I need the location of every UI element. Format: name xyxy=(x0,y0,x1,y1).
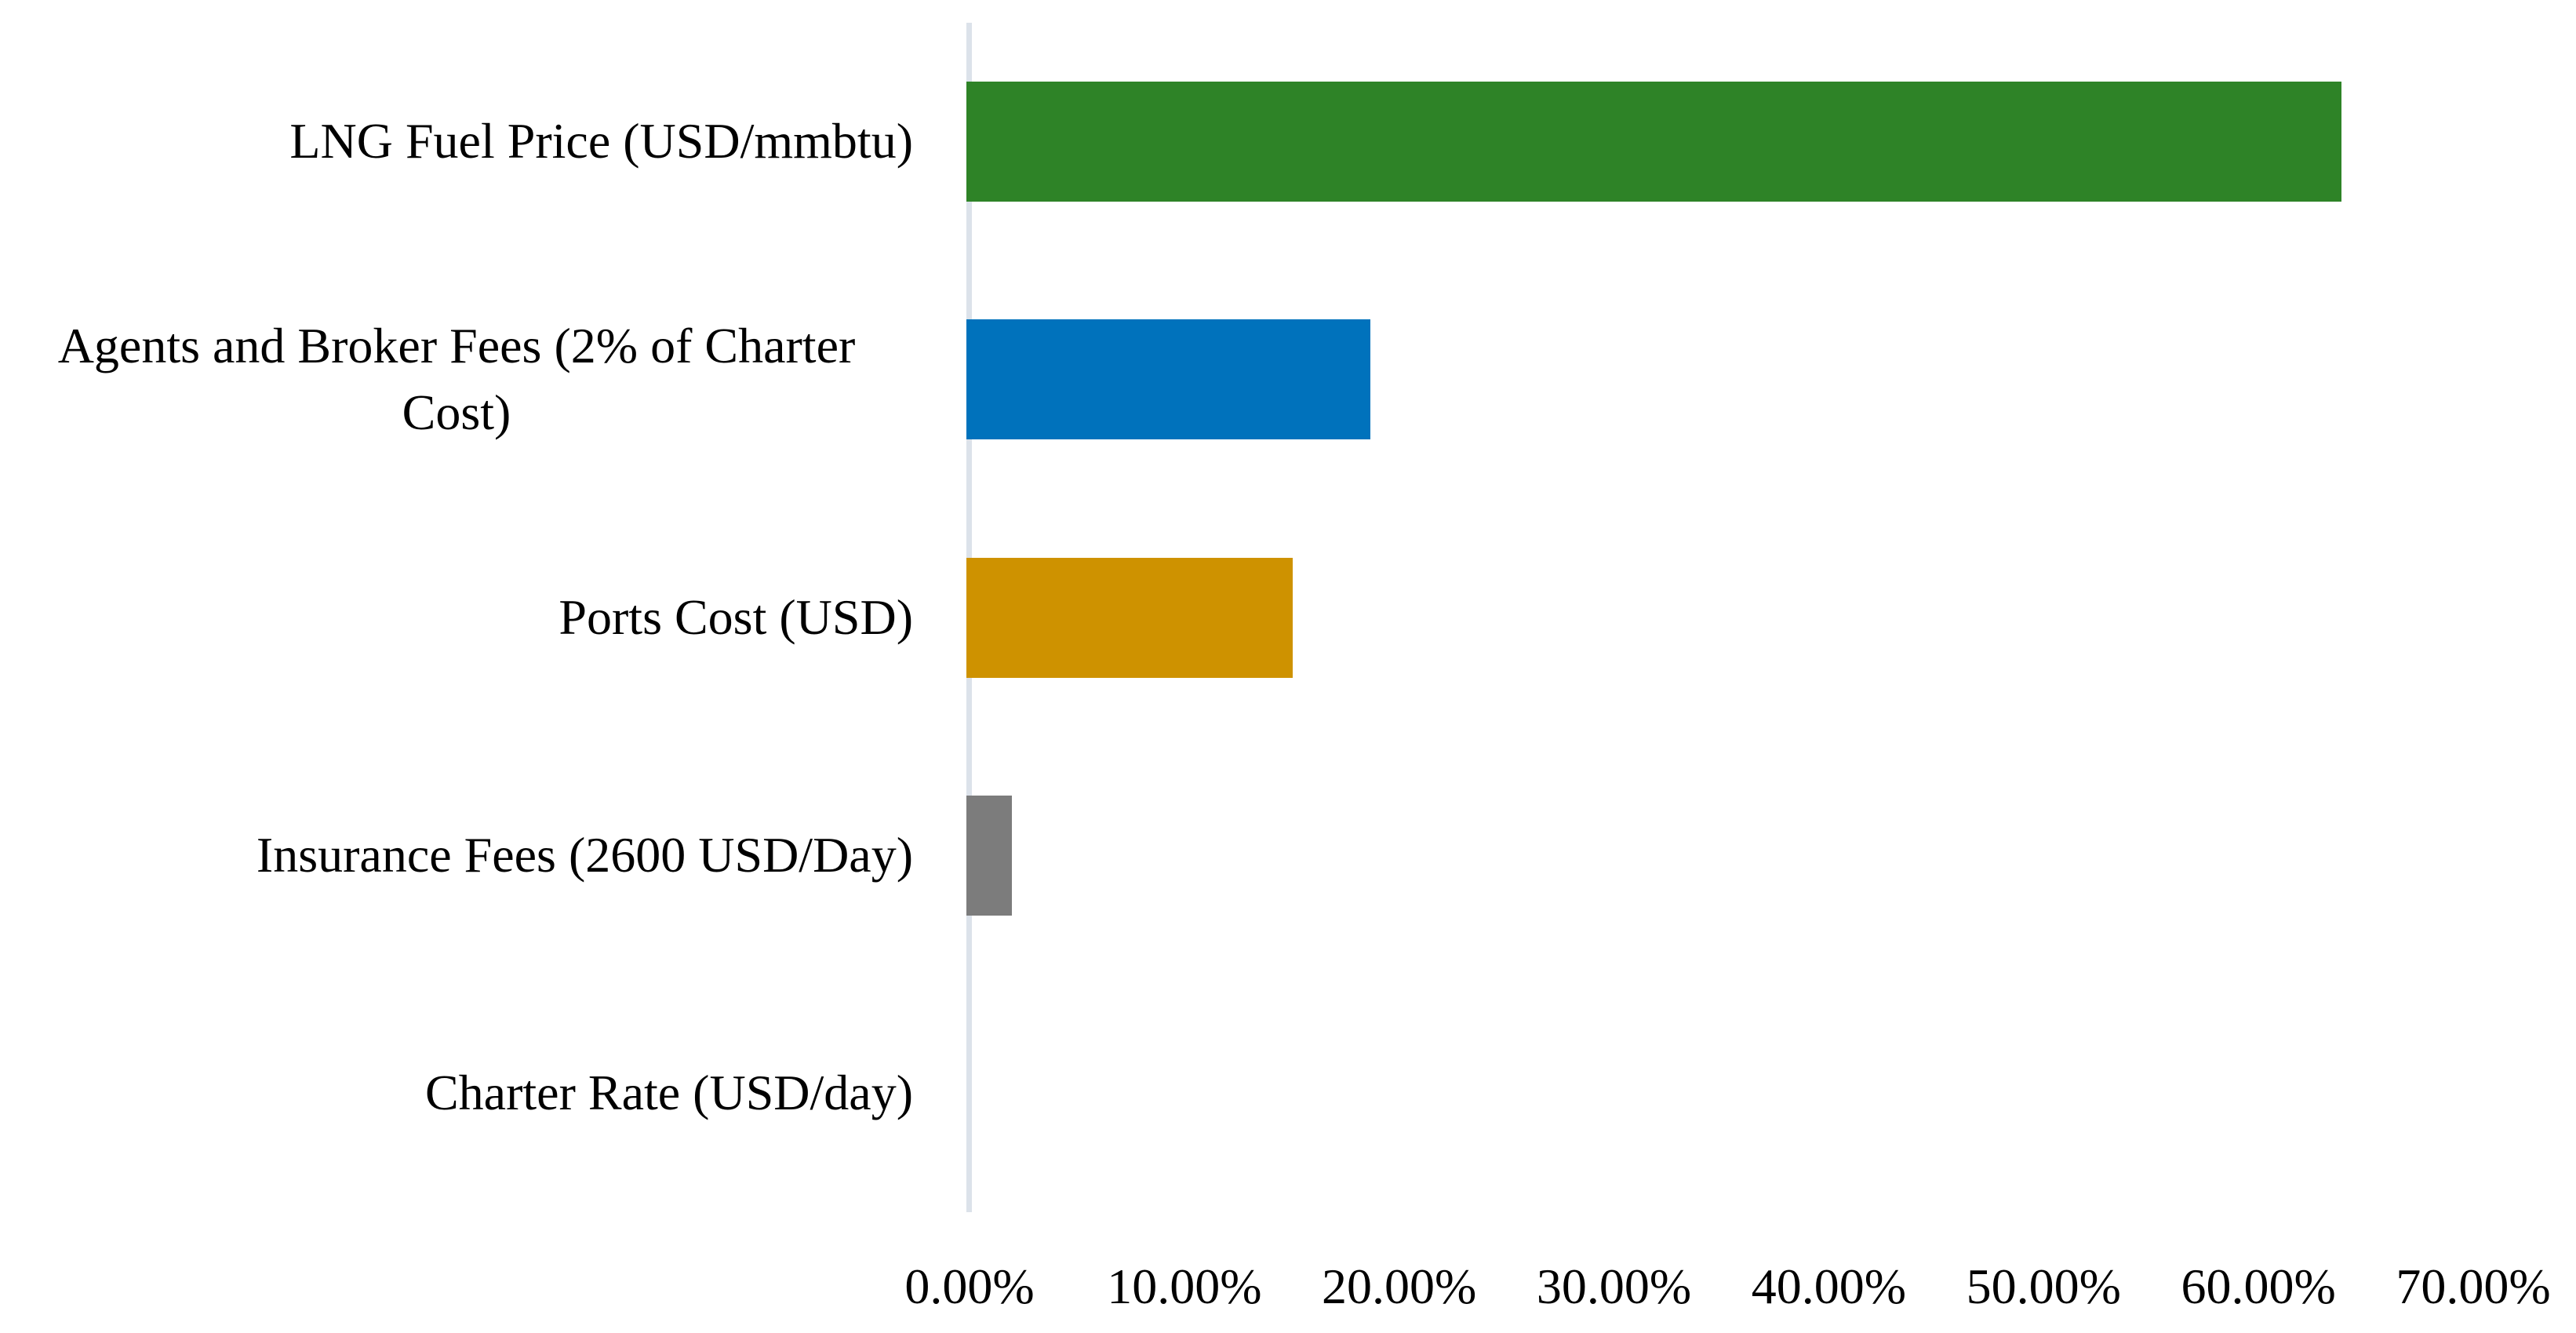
category-label: Charter Rate (USD/day) xyxy=(0,974,966,1212)
x-axis-tick-label: 70.00% xyxy=(2396,1258,2551,1314)
bar-area xyxy=(966,498,2576,736)
x-axis-tick-label: 20.00% xyxy=(1322,1258,1477,1314)
category-label: LNG Fuel Price (USD/mmbtu) xyxy=(0,23,966,260)
bar xyxy=(966,795,1012,916)
x-axis-tick-label: 50.00% xyxy=(1966,1258,2121,1314)
x-axis-tick-labels: 0.00% 10.00% 20.00% 30.00% 40.00% 50.00%… xyxy=(0,1257,2576,1328)
category-label: Insurance Fees (2600 USD/Day) xyxy=(0,737,966,974)
category-label-text: Insurance Fees (2600 USD/Day) xyxy=(256,826,913,883)
bar xyxy=(966,557,1293,678)
category-label-text: LNG Fuel Price (USD/mmbtu) xyxy=(289,113,913,169)
bar-area xyxy=(966,23,2576,260)
x-axis-tick-label: 60.00% xyxy=(2181,1258,2336,1314)
chart-row: Ports Cost (USD) xyxy=(0,498,2576,736)
chart-row: Charter Rate (USD/day) xyxy=(0,974,2576,1212)
plot-area: LNG Fuel Price (USD/mmbtu) Agents and Br… xyxy=(0,23,2576,1212)
chart-row: LNG Fuel Price (USD/mmbtu) xyxy=(0,23,2576,260)
category-label: Agents and Broker Fees (2% of Charter Co… xyxy=(0,260,966,498)
bar xyxy=(966,319,1370,440)
category-label: Ports Cost (USD) xyxy=(0,498,966,736)
x-axis-tick-label: 10.00% xyxy=(1107,1258,1262,1314)
bar xyxy=(966,82,2341,202)
chart-row: Insurance Fees (2600 USD/Day) xyxy=(0,737,2576,974)
x-axis-tick-label: 40.00% xyxy=(1751,1258,1907,1314)
category-label-text: Ports Cost (USD) xyxy=(558,588,913,645)
category-label-text: Charter Rate (USD/day) xyxy=(424,1065,913,1121)
bar-area xyxy=(966,737,2576,974)
bar-area xyxy=(966,260,2576,498)
x-axis-tick-label: 30.00% xyxy=(1536,1258,1692,1314)
chart-row: Agents and Broker Fees (2% of Charter Co… xyxy=(0,260,2576,498)
bar-area xyxy=(966,974,2576,1212)
category-label-text: Agents and Broker Fees (2% of Charter Co… xyxy=(57,318,856,440)
x-axis-tick-label: 0.00% xyxy=(904,1258,1035,1314)
